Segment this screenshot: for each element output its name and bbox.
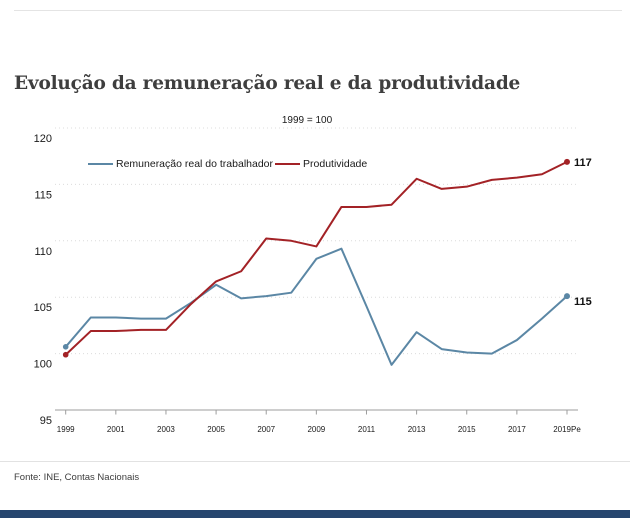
x-tick-label: 2019Pe xyxy=(553,425,581,434)
legend-label-remuneracao: Remuneração real do trabalhador xyxy=(116,158,274,170)
y-tick-label: 120 xyxy=(34,133,52,145)
x-tick-label: 2009 xyxy=(307,425,325,434)
end-value-remuneracao: 115 xyxy=(574,296,592,309)
chart-legend: Remuneração real do trabalhador Produtiv… xyxy=(88,157,367,171)
series-start-dot xyxy=(62,344,69,350)
series-end-dot xyxy=(564,293,570,300)
series-line-produtividade xyxy=(64,160,568,356)
top-divider xyxy=(14,10,622,11)
x-tick-label: 2001 xyxy=(107,425,125,434)
chart-title: Evolução da remuneração real e da produt… xyxy=(14,73,521,94)
y-tick-label: 115 xyxy=(34,189,52,201)
x-tick-label: 2011 xyxy=(358,425,376,434)
end-value-produtividade: 117 xyxy=(574,156,592,169)
y-tick-label: 110 xyxy=(34,246,52,258)
y-tick-label: 105 xyxy=(34,302,52,314)
series-line-remuneracao xyxy=(64,247,568,366)
series-start-dot xyxy=(62,351,69,358)
legend-label-produtividade: Produtividade xyxy=(303,158,368,170)
x-tick-label: 2017 xyxy=(508,425,526,434)
bottom-accent-bar xyxy=(0,510,630,518)
legend-swatch-produtividade xyxy=(275,162,301,166)
x-tick-label: 2003 xyxy=(157,425,175,434)
series-end-dot xyxy=(564,158,570,165)
footer-divider xyxy=(0,461,630,462)
x-tick-label: 2007 xyxy=(257,425,275,434)
x-tick-label: 2005 xyxy=(207,425,225,434)
x-tick-label: 2013 xyxy=(408,425,426,434)
legend-swatch-remuneracao xyxy=(88,162,113,166)
y-tick-label: 95 xyxy=(40,415,52,427)
index-base-note: 1999 = 100 xyxy=(281,115,333,126)
source-note: Fonte: INE, Contas Nacionais xyxy=(14,472,140,483)
y-tick-label: 100 xyxy=(34,359,52,371)
x-tick-label: 2015 xyxy=(458,425,476,434)
x-tick-label: 1999 xyxy=(57,425,75,434)
